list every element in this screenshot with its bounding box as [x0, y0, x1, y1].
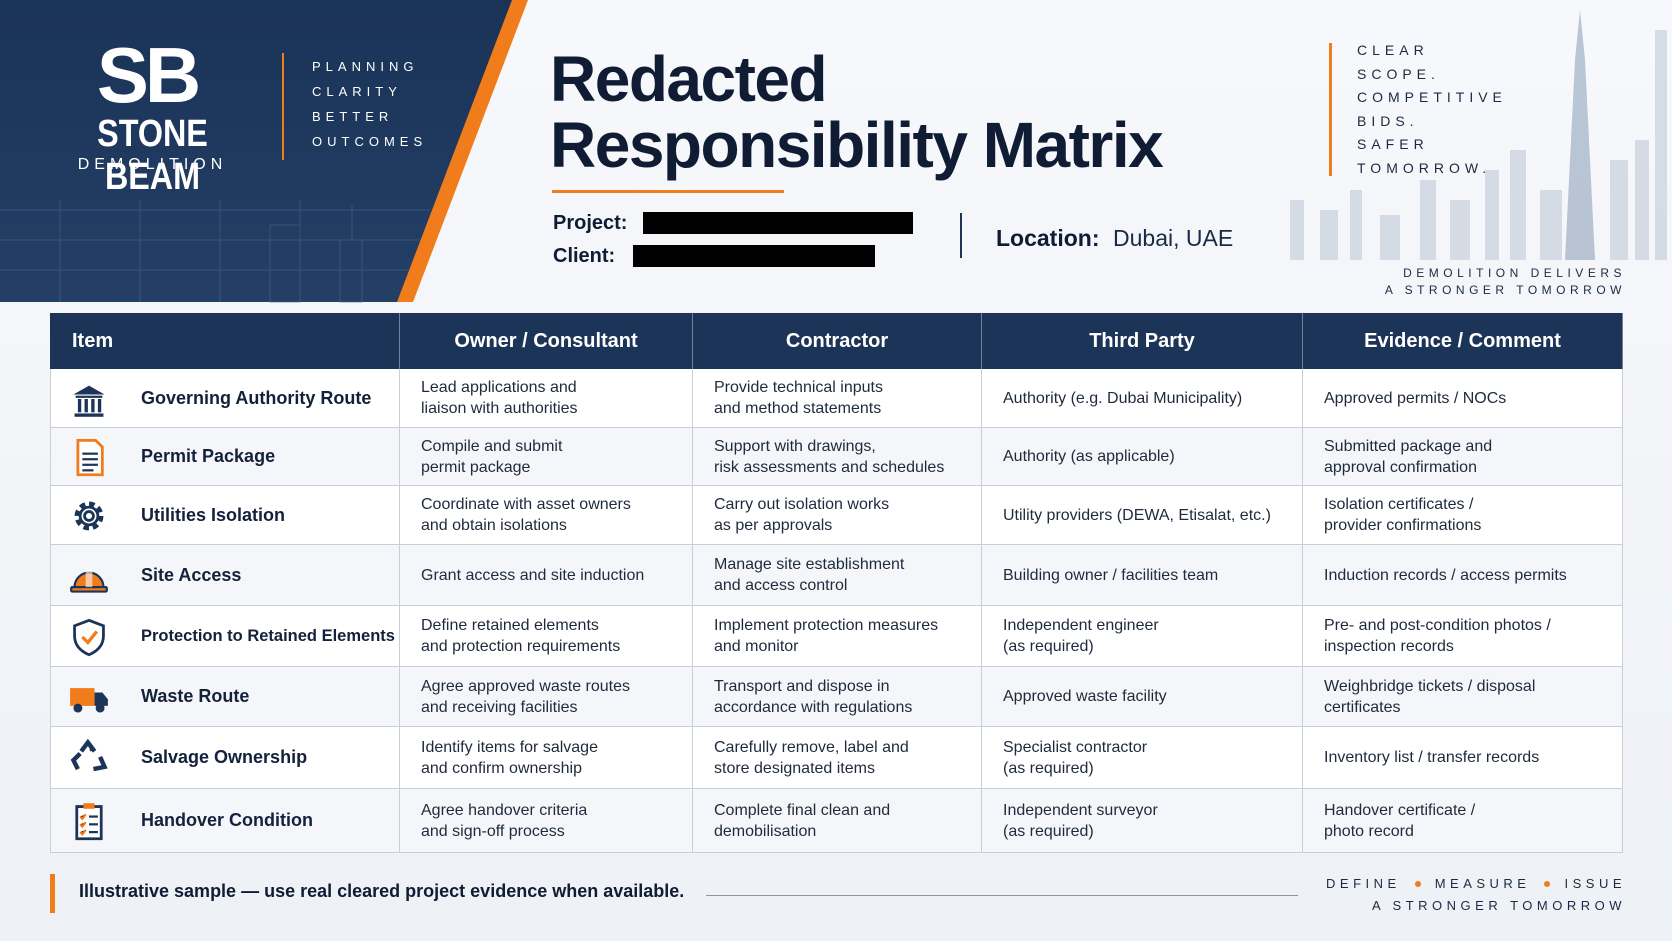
footer-strapline: A STRONGER TOMORROW [1371, 898, 1626, 913]
strapline: A STRONGER TOMORROW [1384, 283, 1626, 297]
column-header: Contractor [693, 313, 982, 369]
item-name: Site Access [50, 545, 400, 606]
table-cell: Provide technical inputs and method stat… [693, 369, 982, 428]
item-name: Protection to Retained Elements [50, 606, 400, 667]
project-label: Project: [553, 212, 628, 234]
step: DEFINE [1326, 876, 1401, 891]
column-header: Evidence / Comment [1303, 313, 1623, 369]
table-cell: Identify items for salvage and confirm o… [400, 727, 693, 789]
table-cell: Inventory list / transfer records [1303, 727, 1623, 789]
item-name: Salvage Ownership [50, 727, 400, 789]
table-cell: Coordinate with asset owners and obtain … [400, 486, 693, 545]
logo: SB [96, 31, 201, 119]
table-cell: Carry out isolation works as per approva… [693, 486, 982, 545]
column-header: Item [50, 313, 400, 369]
skyline [1290, 10, 1667, 260]
item-name: Utilities Isolation [50, 486, 400, 545]
table-cell: Specialist contractor (as required) [982, 727, 1303, 789]
step-separator [1544, 880, 1551, 887]
tagline: OUTCOMES [312, 134, 428, 149]
table-cell: Transport and dispose in accordance with… [693, 667, 982, 727]
item-icon [75, 803, 103, 841]
table-cell: Grant access and site induction [400, 545, 693, 606]
step: ISSUE [1564, 876, 1626, 891]
accent-line [1329, 43, 1332, 176]
footer-steps: DEFINE MEASURE ISSUE [1326, 876, 1626, 891]
motto-line: TOMORROW. [1357, 159, 1492, 176]
item-name: Permit Package [50, 428, 400, 486]
header-panel [0, 0, 528, 303]
item-icon [70, 688, 108, 713]
table-cell: Building owner / facilities team [982, 545, 1303, 606]
item-icon [73, 385, 105, 417]
step: MEASURE [1434, 876, 1531, 891]
table-cell: Define retained elements and protection … [400, 606, 693, 667]
column-header: Owner / Consultant [400, 313, 693, 369]
divider [960, 213, 962, 258]
motto-line: BIDS. [1357, 112, 1419, 129]
column-header: Third Party [982, 313, 1303, 369]
footer-rule [706, 895, 1298, 896]
item-icon [73, 618, 105, 656]
table-cell: Induction records / access permits [1303, 545, 1623, 606]
motto-line: CLEAR [1357, 42, 1429, 58]
table-cell: Implement protection measures and monito… [693, 606, 982, 667]
item-icon [70, 738, 108, 772]
motto-line: SAFER [1357, 136, 1429, 152]
table-cell: Complete final clean and demobilisation [693, 789, 982, 853]
tagline: PLANNING [312, 59, 419, 74]
step-separator [1414, 880, 1421, 887]
redaction [643, 212, 913, 234]
title-underline [552, 190, 784, 193]
table-cell: Lead applications and liaison with autho… [400, 369, 693, 428]
tagline: CLARITY [312, 84, 402, 99]
table-cell: Isolation certificates / provider confir… [1303, 486, 1623, 545]
title: Redacted [550, 43, 828, 115]
table-cell: Agree approved waste routes and receivin… [400, 667, 693, 727]
table-cell: Approved permits / NOCs [1303, 369, 1623, 428]
title: Responsibility Matrix [550, 109, 1164, 181]
table-cell: Independent surveyor (as required) [982, 789, 1303, 853]
client-label: Client: [553, 245, 616, 267]
table-cell: Support with drawings, risk assessments … [693, 428, 982, 486]
table-cell: Pre- and post-condition photos / inspect… [1303, 606, 1623, 667]
table-cell: Agree handover criteria and sign-off pro… [400, 789, 693, 853]
location: Dubai, UAE [1113, 225, 1234, 251]
item-name: Governing Authority Route [50, 369, 400, 428]
table-cell: Carefully remove, label and store design… [693, 727, 982, 789]
table-cell: Authority (as applicable) [982, 428, 1303, 486]
company-name: STONE BEAM [97, 113, 208, 198]
item-icon [74, 501, 104, 530]
table-cell: Handover certificate / photo record [1303, 789, 1623, 853]
footer-note: Illustrative sample — use real cleared p… [79, 881, 685, 901]
table-cell: Independent engineer (as required) [982, 606, 1303, 667]
strapline: DEMOLITION DELIVERS [1403, 266, 1626, 280]
item-icon [76, 438, 104, 477]
table-cell: Submitted package and approval confirmat… [1303, 428, 1623, 486]
table-cell: Manage site establishment and access con… [693, 545, 982, 606]
table-cell: Compile and submit permit package [400, 428, 693, 486]
motto-line: COMPETITIVE [1357, 89, 1507, 105]
company-division: DEMOLITION [77, 156, 228, 173]
footer-accent [50, 874, 55, 913]
item-icon [70, 568, 108, 593]
table-cell: Authority (e.g. Dubai Municipality) [982, 369, 1303, 428]
table-cell: Weighbridge tickets / disposal certifica… [1303, 667, 1623, 727]
tagline: BETTER [312, 109, 394, 124]
redaction [633, 245, 875, 267]
location-label: Location: [996, 225, 1100, 251]
item-name: Handover Condition [50, 789, 400, 853]
table-cell: Utility providers (DEWA, Etisalat, etc.) [982, 486, 1303, 545]
table-cell: Approved waste facility [982, 667, 1303, 727]
item-name: Waste Route [50, 667, 400, 727]
motto-line: SCOPE. [1357, 65, 1440, 82]
